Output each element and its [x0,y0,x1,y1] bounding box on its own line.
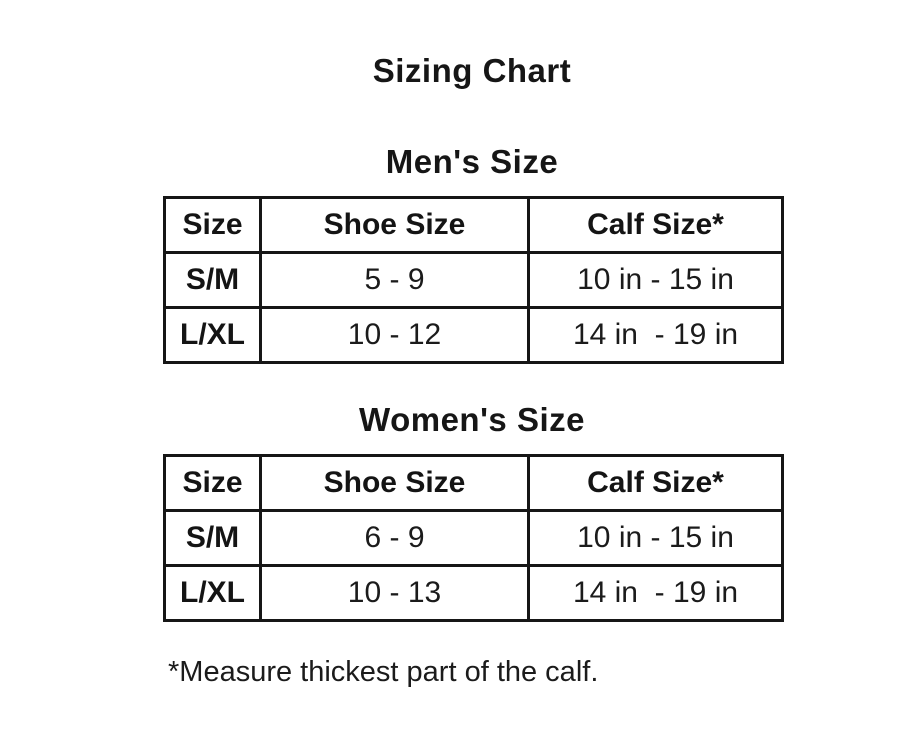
calf-measure-footnote: *Measure thickest part of the calf. [168,656,599,688]
womens-size-table: Size Shoe Size Calf Size* S/M 6 - 9 10 i… [163,454,784,622]
shoe-size-cell: 5 - 9 [259,251,530,309]
sizing-chart-page: Sizing Chart Men's Size Size Shoe Size C… [163,0,784,689]
column-header-size: Size [163,196,262,254]
column-header-shoe-size: Shoe Size [259,454,530,512]
calf-size-cell: 14 in - 19 in [527,306,784,364]
calf-size-cell: 10 in - 15 in [527,251,784,309]
size-cell: S/M [163,509,262,567]
shoe-size-cell: 10 - 12 [259,306,530,364]
womens-size-title: Women's Size [359,401,585,438]
column-header-shoe-size: Shoe Size [259,196,530,254]
table-header-row: Size Shoe Size Calf Size* [163,196,784,254]
table-row: S/M 5 - 9 10 in - 15 in [163,251,784,309]
womens-size-section: Women's Size Size Shoe Size Calf Size* S… [163,401,784,622]
mens-size-table: Size Shoe Size Calf Size* S/M 5 - 9 10 i… [163,196,784,364]
table-row: L/XL 10 - 13 14 in - 19 in [163,564,784,622]
mens-size-section: Men's Size Size Shoe Size Calf Size* S/M… [163,143,784,364]
shoe-size-cell: 10 - 13 [259,564,530,622]
calf-size-cell: 10 in - 15 in [527,509,784,567]
table-header-row: Size Shoe Size Calf Size* [163,454,784,512]
size-cell: L/XL [163,306,262,364]
page-title: Sizing Chart [372,52,572,89]
column-header-calf-size: Calf Size* [527,196,784,254]
table-row: S/M 6 - 9 10 in - 15 in [163,509,784,567]
table-row: L/XL 10 - 12 14 in - 19 in [163,306,784,364]
size-cell: L/XL [163,564,262,622]
size-cell: S/M [163,251,262,309]
column-header-size: Size [163,454,262,512]
calf-size-cell: 14 in - 19 in [527,564,784,622]
column-header-calf-size: Calf Size* [527,454,784,512]
shoe-size-cell: 6 - 9 [259,509,530,567]
mens-size-title: Men's Size [385,143,559,180]
